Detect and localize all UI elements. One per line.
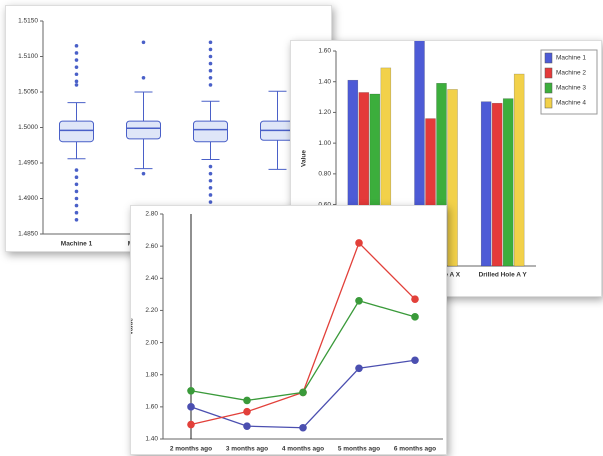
outlier xyxy=(74,72,79,77)
point xyxy=(355,296,363,305)
x-tick-label: 3 months ago xyxy=(226,446,268,453)
outlier xyxy=(74,210,79,215)
outlier xyxy=(141,76,146,80)
point xyxy=(187,403,195,411)
outlier xyxy=(208,47,213,52)
bar xyxy=(491,102,503,267)
outlier xyxy=(74,58,79,62)
y-tick-label: 2.20 xyxy=(145,307,158,314)
outlier xyxy=(208,40,213,45)
y-tick-label: 1.5000 xyxy=(18,124,38,131)
outlier xyxy=(74,83,79,87)
x-tick-label: 4 months ago xyxy=(282,446,324,453)
y-axis-title: Value xyxy=(130,318,135,335)
legend-label: Machine 4 xyxy=(556,100,586,107)
x-tick-label: 2 months ago xyxy=(170,446,212,453)
y-tick-label: 1.60 xyxy=(318,48,331,55)
y-tick-label: 1.00 xyxy=(318,140,331,147)
point xyxy=(355,364,363,373)
point xyxy=(243,396,251,405)
outlier xyxy=(208,186,213,190)
y-tick-label: 1.5050 xyxy=(18,89,38,96)
y-tick-label: 1.5100 xyxy=(18,53,38,60)
outlier xyxy=(208,61,213,66)
legend-swatch xyxy=(544,82,553,94)
point xyxy=(299,388,307,397)
outlier xyxy=(74,51,79,55)
legend-swatch xyxy=(544,97,553,109)
x-tick-label: Drilled Hole A Y xyxy=(479,272,528,279)
outlier xyxy=(74,203,79,208)
legend-label: Machine 1 xyxy=(556,55,586,62)
y-tick-label: 2.80 xyxy=(145,211,158,218)
outlier xyxy=(208,68,213,73)
point xyxy=(411,313,419,321)
line-chart: 1.40 1.60 1.80 2.00 2.20 2.40 2.60 2.80 Value 2 m… xyxy=(130,205,447,455)
point xyxy=(187,420,195,429)
x-tick-label: Machine 1 xyxy=(61,241,93,248)
outlier xyxy=(74,189,79,194)
outlier xyxy=(74,182,79,187)
box xyxy=(126,120,161,140)
point xyxy=(187,386,195,395)
point xyxy=(299,423,307,432)
box xyxy=(59,120,94,143)
outlier xyxy=(208,83,213,87)
outlier xyxy=(74,79,79,84)
point xyxy=(411,356,419,365)
bar xyxy=(480,101,492,267)
y-tick-label: 1.4900 xyxy=(18,195,38,202)
outlier xyxy=(208,200,213,204)
y-tick-label: 0.60 xyxy=(318,201,331,208)
line xyxy=(190,241,416,426)
y-tick-label: 2.60 xyxy=(145,243,158,250)
legend-label: Machine 3 xyxy=(556,85,586,92)
box xyxy=(193,120,228,143)
line xyxy=(190,300,416,402)
y-tick-label: 1.20 xyxy=(318,109,331,116)
bar xyxy=(502,98,514,267)
outlier xyxy=(74,65,79,69)
bar xyxy=(513,73,525,267)
y-tick-label: 2.40 xyxy=(145,275,158,282)
y-tick-label: 1.60 xyxy=(145,404,158,411)
y-tick-label: 1.4950 xyxy=(18,160,38,167)
outlier xyxy=(208,76,213,80)
outlier xyxy=(141,171,146,176)
outlier xyxy=(74,175,79,179)
legend-swatch xyxy=(544,52,553,64)
legend-label: Machine 2 xyxy=(556,70,586,77)
y-tick-label: 1.40 xyxy=(145,436,158,443)
outlier xyxy=(208,178,213,183)
y-tick-label: 1.4850 xyxy=(18,231,38,238)
y-tick-label: 1.80 xyxy=(145,371,158,378)
x-tick-label: 5 months ago xyxy=(338,446,380,453)
y-tick-label: 1.5150 xyxy=(18,18,38,25)
outlier xyxy=(74,196,79,201)
bar xyxy=(447,89,458,267)
y-tick-label: 1.40 xyxy=(318,78,331,85)
x-tick-label: 6 months ago xyxy=(394,446,436,453)
outlier xyxy=(208,54,213,59)
outlier xyxy=(208,164,213,169)
point xyxy=(243,422,251,430)
outlier xyxy=(74,44,79,48)
outlier xyxy=(74,168,79,172)
point xyxy=(355,239,363,247)
legend-swatch xyxy=(544,67,553,79)
outlier xyxy=(208,193,213,197)
outlier xyxy=(208,171,213,176)
outlier xyxy=(141,40,146,45)
point xyxy=(411,295,419,303)
y-axis-title: Value xyxy=(301,150,308,167)
outlier xyxy=(74,218,79,222)
point xyxy=(243,407,251,416)
y-tick-label: 2.00 xyxy=(145,339,158,346)
y-tick-label: 0.80 xyxy=(318,171,331,178)
